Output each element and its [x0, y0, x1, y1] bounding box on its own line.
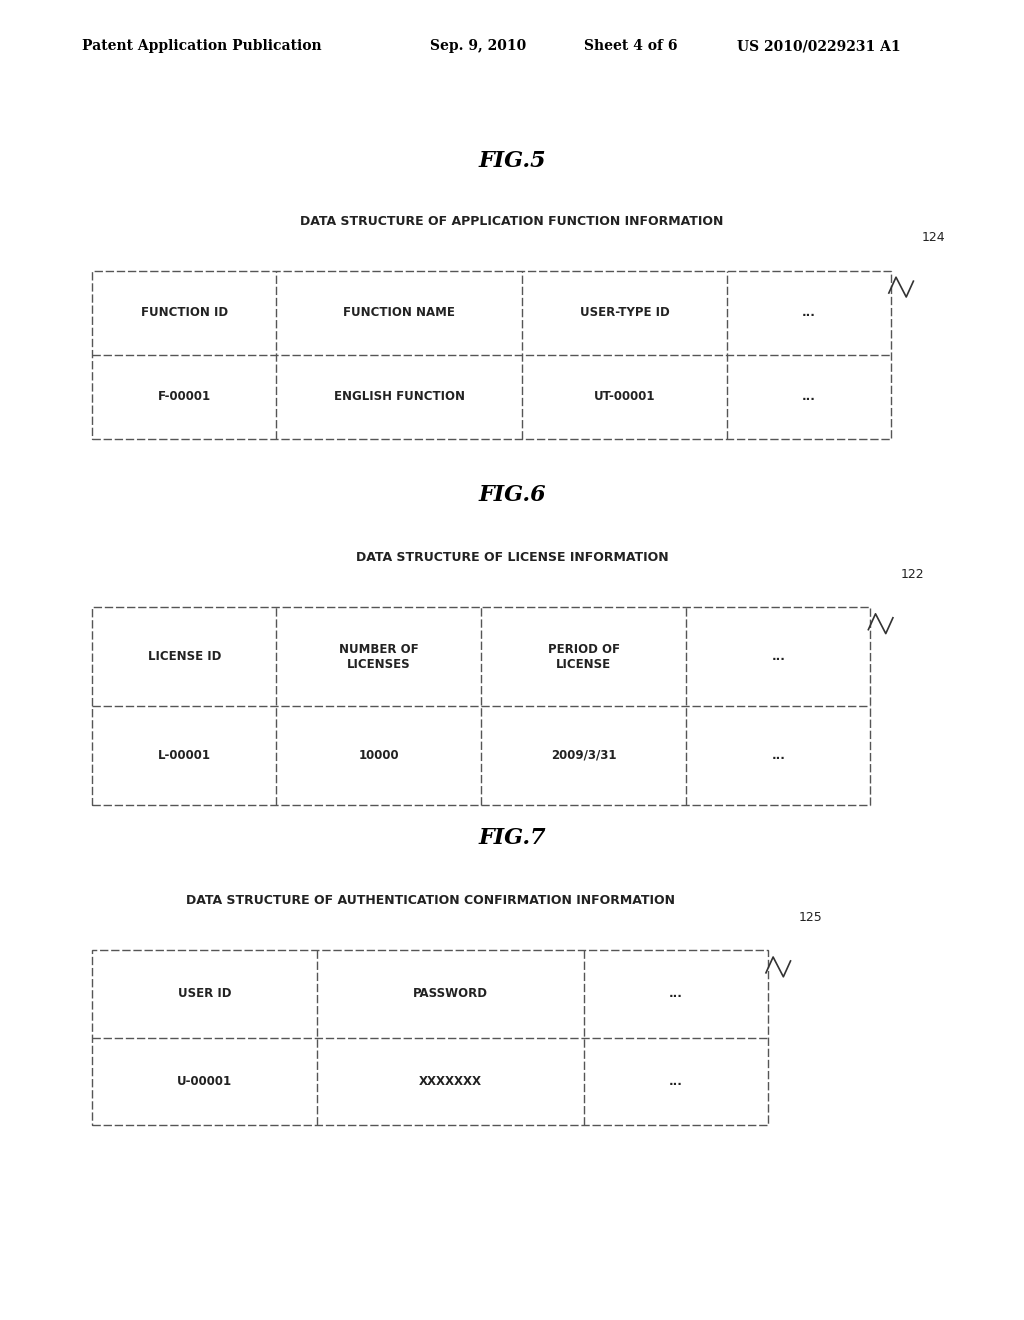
Text: DATA STRUCTURE OF APPLICATION FUNCTION INFORMATION: DATA STRUCTURE OF APPLICATION FUNCTION I…	[300, 215, 724, 228]
Text: 122: 122	[901, 568, 925, 581]
FancyBboxPatch shape	[92, 950, 768, 1125]
Text: LICENSE ID: LICENSE ID	[147, 649, 221, 663]
Text: PERIOD OF
LICENSE: PERIOD OF LICENSE	[548, 643, 620, 671]
Text: 124: 124	[922, 231, 945, 244]
Text: U-00001: U-00001	[177, 1074, 232, 1088]
Text: Sep. 9, 2010: Sep. 9, 2010	[430, 40, 526, 53]
Text: FUNCTION NAME: FUNCTION NAME	[343, 306, 456, 319]
Text: F-00001: F-00001	[158, 391, 211, 404]
Text: Patent Application Publication: Patent Application Publication	[82, 40, 322, 53]
Text: L-00001: L-00001	[158, 748, 211, 762]
Text: USER-TYPE ID: USER-TYPE ID	[580, 306, 670, 319]
Text: 10000: 10000	[358, 748, 399, 762]
Text: ...: ...	[771, 649, 785, 663]
Text: ...: ...	[802, 306, 816, 319]
Text: DATA STRUCTURE OF LICENSE INFORMATION: DATA STRUCTURE OF LICENSE INFORMATION	[355, 550, 669, 564]
Text: FIG.7: FIG.7	[478, 828, 546, 849]
Text: ENGLISH FUNCTION: ENGLISH FUNCTION	[334, 391, 465, 404]
Text: PASSWORD: PASSWORD	[413, 987, 488, 1001]
Text: FIG.5: FIG.5	[478, 150, 546, 172]
Text: 125: 125	[799, 911, 822, 924]
Text: UT-00001: UT-00001	[594, 391, 655, 404]
Text: DATA STRUCTURE OF AUTHENTICATION CONFIRMATION INFORMATION: DATA STRUCTURE OF AUTHENTICATION CONFIRM…	[185, 894, 675, 907]
Text: Sheet 4 of 6: Sheet 4 of 6	[584, 40, 677, 53]
Text: XXXXXXX: XXXXXXX	[419, 1074, 482, 1088]
Text: ...: ...	[669, 1074, 683, 1088]
Text: FUNCTION ID: FUNCTION ID	[140, 306, 228, 319]
Text: US 2010/0229231 A1: US 2010/0229231 A1	[737, 40, 901, 53]
Text: 2009/3/31: 2009/3/31	[551, 748, 616, 762]
FancyBboxPatch shape	[92, 607, 870, 805]
Text: ...: ...	[771, 748, 785, 762]
Text: USER ID: USER ID	[178, 987, 231, 1001]
Text: ...: ...	[802, 391, 816, 404]
Text: ...: ...	[669, 987, 683, 1001]
Text: NUMBER OF
LICENSES: NUMBER OF LICENSES	[339, 643, 419, 671]
FancyBboxPatch shape	[92, 271, 891, 440]
Text: FIG.6: FIG.6	[478, 484, 546, 506]
